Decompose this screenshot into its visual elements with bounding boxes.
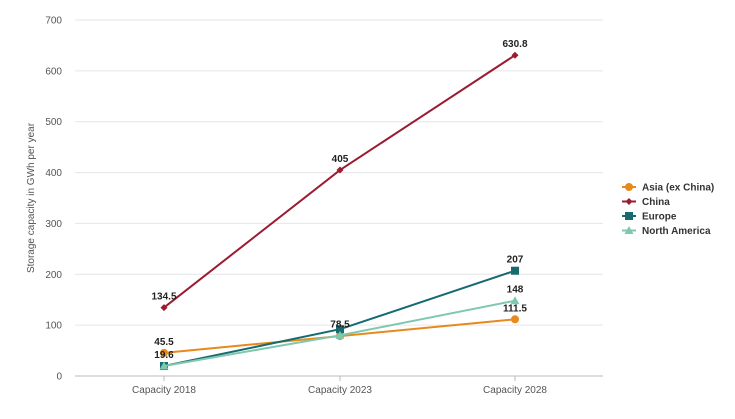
legend-label: China [642,197,670,208]
data-point-china [160,304,168,312]
data-point-china [511,51,519,59]
legend-swatch-marker [625,212,633,220]
legend[interactable]: Asia (ex China) China Europe North America [622,183,714,238]
legend-label: North America [642,226,711,237]
data-label-china: 405 [332,154,349,165]
data-point-north-america [510,296,520,305]
x-tick-label: Capacity 2023 [308,385,372,396]
y-tick-label: 100 [45,321,62,332]
y-tick-label: 200 [45,270,62,281]
legend-item-north-america[interactable]: North America [622,226,711,237]
y-tick-label: 700 [45,16,62,27]
data-label-europe: 19.6 [154,350,174,361]
x-tick-label: Capacity 2028 [483,385,547,396]
data-labels: 45.5 111.5 134.5 405 630.8 19.6 207 78.5 148 [151,39,527,361]
legend-swatch-marker [625,198,633,205]
data-label-asia-ex-china: 111.5 [503,303,527,314]
legend-swatch-marker [624,226,634,234]
y-axis-ticks: 0 100 200 300 400 500 600 700 [45,16,62,383]
data-point-asia-ex-china [511,315,519,324]
series-group [159,51,520,371]
series-line-china [163,54,516,309]
legend-label: Asia (ex China) [642,183,714,194]
grid-lines [75,19,603,377]
data-label-china: 134.5 [151,292,176,303]
y-tick-label: 300 [45,219,62,230]
data-point-asia-ex-china [160,348,168,357]
data-label-china: 630.8 [502,39,527,50]
data-point-north-america [159,361,169,370]
y-tick-label: 0 [56,372,62,383]
series-north-america [159,296,520,370]
legend-swatch-marker [625,183,633,191]
data-point-europe [336,325,344,334]
x-axis-ticks: Capacity 2018 Capacity 2023 Capacity 2028 [132,376,547,396]
y-tick-label: 400 [45,168,62,179]
x-tick-label: Capacity 2018 [132,385,196,396]
data-point-europe [511,266,519,275]
series-china [160,51,519,312]
legend-label: Europe [642,212,677,223]
data-label-asia-ex-china: 45.5 [154,337,174,348]
y-tick-label: 600 [45,66,62,77]
legend-item-asia-ex-china[interactable]: Asia (ex China) [622,183,714,194]
data-point-north-america [335,330,345,339]
data-point-china [336,166,344,174]
y-tick-label: 500 [45,117,62,128]
data-label-europe: 207 [507,255,524,266]
legend-item-europe[interactable]: Europe [622,212,677,223]
y-axis-title: Storage capacity in GWh per year [26,122,37,273]
data-label-north-america: 78.5 [330,319,350,330]
data-label-north-america: 148 [507,285,524,296]
legend-item-china[interactable]: China [622,197,670,208]
